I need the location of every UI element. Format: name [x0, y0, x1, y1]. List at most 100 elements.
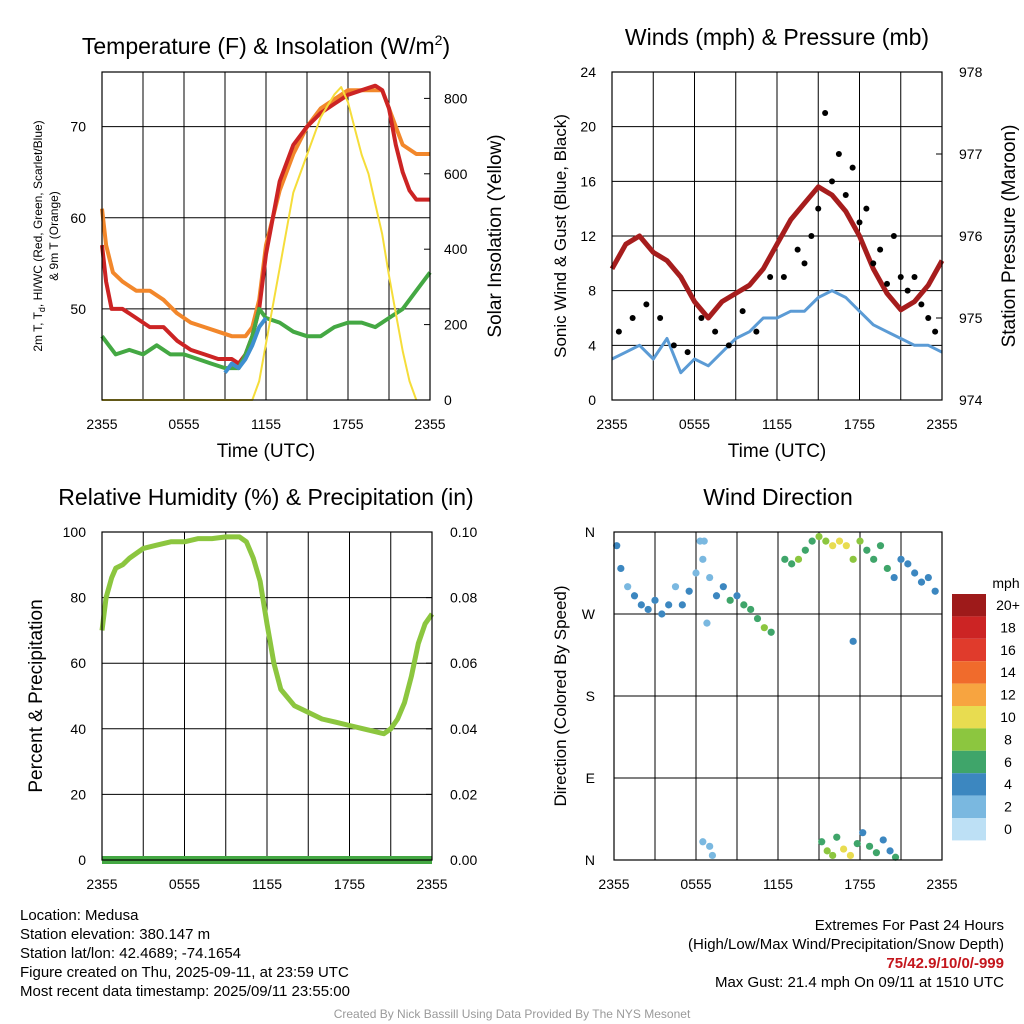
- gust-point: [897, 274, 904, 280]
- direction-point: [781, 555, 789, 563]
- direction-point: [644, 605, 652, 614]
- direction-y-label: Direction (Colored By Speed): [551, 585, 570, 806]
- direction-point: [833, 833, 841, 841]
- temperature-x-tick-label: 2355: [414, 416, 445, 432]
- direction-point: [726, 596, 734, 604]
- wind-x-label: Time (UTC): [728, 441, 827, 462]
- direction-point: [815, 532, 823, 541]
- direction-point: [699, 838, 707, 846]
- gust-point: [615, 328, 622, 335]
- gust-point: [739, 308, 746, 315]
- colorbar-swatch: [952, 683, 986, 706]
- extremes-values: 75/42.9/10/0/-999: [886, 955, 1004, 972]
- colorbar-title: mph: [992, 575, 1019, 591]
- direction-point: [840, 845, 848, 853]
- precip-y-tick-label: 0.10: [450, 524, 477, 540]
- direction-point: [886, 847, 894, 855]
- station-info: Location: Medusa Station elevation: 380.…: [20, 906, 350, 1001]
- insolation-y-tick-label: 400: [444, 241, 468, 257]
- humidity-plot-border: [101, 531, 433, 861]
- humidity-x-tick-label: 2355: [416, 876, 447, 892]
- humidity-series-0: [99, 534, 435, 737]
- direction-point: [842, 542, 850, 550]
- wind-x-tick-label: 1755: [844, 416, 875, 432]
- latlon-text: Station lat/lon: 42.4689; -74.1654: [20, 945, 242, 962]
- location-text: Location: Medusa: [20, 907, 139, 924]
- direction-point: [808, 537, 816, 545]
- direction-y-tick-label: N: [585, 524, 595, 540]
- speed-colorbar: mph 20+ 18 16 14 12 10 8 6 4 2 0: [952, 575, 1020, 841]
- colorbar-swatch: [952, 750, 986, 774]
- humidity-y-tick-label: 100: [63, 524, 87, 540]
- humidity-x-tick-label: 1755: [334, 876, 365, 892]
- wind-series-1: [609, 184, 945, 321]
- insolation-y-tick-label: 200: [444, 317, 468, 333]
- gust-point: [657, 315, 664, 321]
- direction-y-tick-label: W: [582, 606, 596, 622]
- wind-x-tick-label: 2355: [596, 416, 627, 432]
- gust-point: [877, 246, 884, 253]
- direction-point: [876, 542, 885, 550]
- humidity-y-tick-label: 20: [70, 786, 86, 802]
- temperature-y-label: 2m T, Td, HI/WC (Red, Green, Scarlet/Blu…: [31, 120, 47, 351]
- gust-point: [698, 315, 705, 321]
- gust-point: [684, 349, 691, 356]
- direction-x-tick-label: 2355: [598, 876, 629, 892]
- colorbar-label: 8: [1004, 731, 1012, 747]
- gust-point: [629, 315, 636, 321]
- gust-point: [842, 192, 849, 198]
- temperature-plot-border: [101, 71, 431, 401]
- direction-point: [794, 555, 803, 563]
- gust-point: [890, 233, 897, 239]
- direction-x-tick-label: 0555: [680, 876, 711, 892]
- gust-point: [712, 328, 719, 335]
- pressure-y-tick-label: 975: [959, 310, 983, 326]
- direction-point: [849, 637, 857, 645]
- direction-title: Wind Direction: [703, 484, 853, 510]
- direction-point: [829, 542, 837, 550]
- humidity-y-label: Percent & Precipitation: [26, 599, 47, 792]
- direction-point: [917, 578, 926, 586]
- direction-point: [637, 601, 645, 609]
- insolation-y-tick-label: 800: [444, 90, 468, 106]
- wind-x-tick-label: 0555: [679, 416, 710, 432]
- gust-point: [925, 315, 932, 321]
- temperature-series-4: [102, 86, 418, 401]
- direction-y-tick-label: N: [585, 852, 595, 868]
- gust-point: [808, 233, 815, 239]
- gust-point: [794, 246, 801, 253]
- timestamp-text: Most recent data timestamp: 2025/09/11 2…: [20, 983, 350, 1000]
- precip-y-tick-label: 0.00: [450, 852, 477, 868]
- direction-point: [865, 842, 874, 850]
- wind-y-tick-label: 8: [588, 283, 596, 299]
- direction-point: [788, 560, 796, 568]
- direction-point: [719, 583, 727, 591]
- direction-point: [924, 573, 932, 582]
- direction-point: [849, 555, 857, 563]
- humidity-x-tick-label: 0555: [169, 876, 200, 892]
- direction-point: [904, 560, 912, 568]
- colorbar-label: 14: [1000, 664, 1016, 680]
- colorbar-swatch: [952, 706, 986, 729]
- gust-point: [835, 151, 842, 157]
- colorbar-label: 0: [1004, 821, 1012, 837]
- gust-point: [870, 260, 877, 267]
- temperature-y-label-2: & 9m T (Orange): [47, 191, 61, 281]
- direction-point: [651, 596, 659, 604]
- gust-point: [822, 110, 829, 116]
- gust-point: [780, 274, 787, 280]
- colorbar-swatch: [952, 661, 986, 684]
- direction-point: [747, 605, 755, 614]
- colorbar-label: 12: [1000, 687, 1016, 703]
- direction-point: [879, 836, 887, 844]
- extremes-heading: Extremes For Past 24 Hours: [814, 917, 1004, 934]
- direction-point: [897, 555, 905, 563]
- direction-point: [613, 542, 621, 550]
- wind-series-0: [611, 289, 943, 375]
- pressure-y-tick-label: 976: [959, 228, 983, 244]
- direction-point: [706, 573, 714, 582]
- direction-point: [818, 838, 826, 846]
- elevation-text: Station elevation: 380.147 m: [20, 926, 211, 943]
- humidity-title: Relative Humidity (%) & Precipitation (i…: [58, 484, 473, 510]
- wind-y-label: Sonic Wind & Gust (Blue, Black): [551, 114, 570, 358]
